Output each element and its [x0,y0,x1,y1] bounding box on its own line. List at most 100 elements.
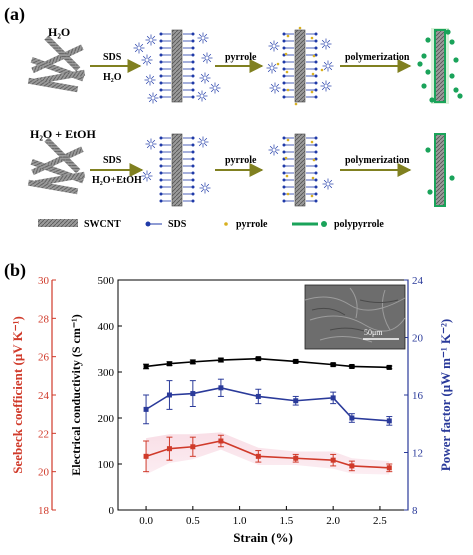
pyrrole-dot [310,140,314,144]
panel-a-label: (a) [4,4,25,25]
data-point [190,391,196,397]
sds-head [282,81,286,85]
tick-label: 100 [98,459,115,471]
polypyrrole-dot [429,97,435,103]
pyrrole-dot [312,54,316,58]
pyrrole-dot [312,158,316,162]
sds-head [314,81,318,85]
tick-label: 1.5 [280,515,294,527]
pyrrole-dot [294,102,298,106]
sds-head [314,192,318,196]
scheme-row-water-ethanol: H₂O + EtOH SDS H₂O+EtOH pyrrole polymeri… [27,127,455,207]
tick-label: 16 [412,390,424,402]
sds-head [191,53,195,57]
sds-head [314,39,318,43]
tick-label: 300 [98,367,115,379]
sds-micelle-icon [268,144,280,156]
pyrrole-dot [298,26,302,30]
sds-head [159,192,163,196]
sds-coated-cnt-icon [133,29,221,104]
sds-head [159,171,163,175]
data-point [190,359,196,365]
seebeck-shade [146,432,390,475]
sds-head [159,39,163,43]
sds-head [191,150,195,154]
sds-head [191,81,195,85]
sds-micelle-icon [141,54,153,66]
tick-label: 20 [38,467,50,479]
nanotube-body [171,133,183,207]
sds-micelle-icon [269,82,281,94]
sds-head [191,136,195,140]
pyrrole-dot [310,90,314,94]
seebeck-band [146,432,390,475]
sds-head [282,60,286,64]
polypyrrole-dot [453,87,459,93]
sds-head [282,39,286,43]
axis-title: Strain (%) [233,530,293,545]
sds-head [159,88,163,92]
nanotube-body [294,133,306,207]
sds-head [191,46,195,50]
sds-head [191,67,195,71]
sds-head [282,32,286,36]
sds-head [282,88,286,92]
pyrrole-legend-icon [224,222,228,226]
tick-label: 2.0 [326,515,340,527]
polypyrrole-dot [445,29,451,35]
pyrrole-dot [284,156,288,160]
data-point [386,418,392,424]
cnt-bundle-icon [27,35,86,93]
sds-head [159,60,163,64]
tick-label: 22 [38,428,49,440]
sds-head [314,199,318,203]
sds-micelle-icon [320,80,332,92]
solvent-label: H₂O + EtOH [30,127,96,141]
sds-coated-cnt-icon [141,133,211,207]
pyrrole-dot [285,174,289,178]
sds-head [282,185,286,189]
data-point [218,357,224,363]
pyrrole-dot [320,68,324,72]
data-point [166,446,172,452]
sds-head [314,150,318,154]
sds-head [191,74,195,78]
tick-label: 24 [412,275,424,287]
polypyrrole-dot [449,39,455,45]
pyrrole-loaded-cnt-icon [266,26,334,106]
tick-label: 0.0 [139,515,153,527]
sds-head [159,164,163,168]
sds-head [159,32,163,36]
step-polymerization: polymerization [345,155,410,166]
sds-head [314,164,318,168]
legend-sds: SDS [168,219,187,230]
axis-seebeck: 18 20 22 24 26 28 30 Seebeck coefficient (μV K⁻… [10,275,56,517]
polypyrrole-dot [417,61,423,67]
tick-label: 8 [412,505,418,517]
sds-micelle-icon [196,90,208,102]
sds-micelle-icon [197,136,209,148]
sds-head [282,192,286,196]
sds-head [314,178,318,182]
tick-label: 18 [38,505,50,517]
data-point [349,463,355,469]
sds-head [282,150,286,154]
sds-head [314,88,318,92]
sds-head [282,171,286,175]
scheme-row-water: H₂O SDS H₂O pyrrole polymerization [27,25,463,106]
pyrrole-dot [276,62,280,66]
step-pyrrole: pyrrole [225,52,257,63]
axis-conductivity: 0 100 200 300 400 500 Electrical conductivity … [69,275,122,517]
axis-title: Seebeck coefficient (μV K⁻¹) [10,316,25,474]
data-point [293,455,299,461]
sds-micelle-icon [141,170,153,182]
chart-b: 18 20 22 24 26 28 30 Seebeck coefficient (μV K⁻… [10,275,453,545]
sds-micelle-icon [201,52,213,64]
data-point [386,364,392,370]
sds-head [159,67,163,71]
sds-micelle-icon [266,62,278,74]
polypyrrole-cnt-icon [417,28,463,104]
sds-head [159,199,163,203]
data-point [190,444,196,450]
sds-micelle-icon [199,72,211,84]
